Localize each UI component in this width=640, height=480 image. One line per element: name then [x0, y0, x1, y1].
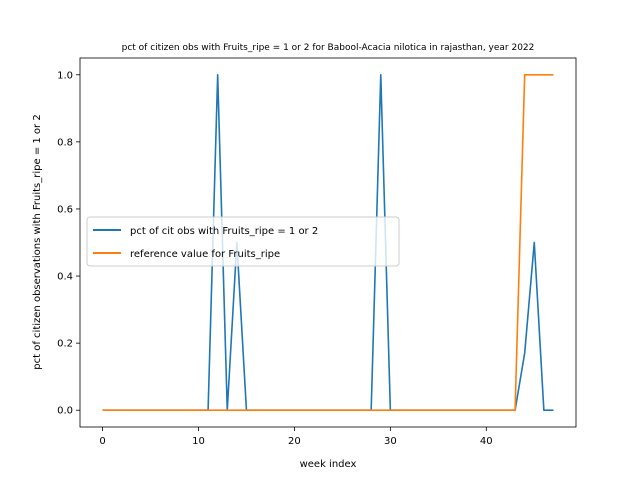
y-tick-label: 0.2 — [57, 339, 73, 350]
legend-label-series-2: reference value for Fruits_ripe — [130, 249, 280, 260]
legend: pct of cit obs with Fruits_ripe = 1 or 2… — [86, 216, 400, 267]
y-tick-label: 0.4 — [57, 272, 73, 283]
x-tick-label: 40 — [480, 436, 493, 447]
legend-box — [86, 216, 400, 267]
y-tick-label: 0.8 — [57, 137, 73, 148]
plot-frame — [79, 57, 577, 428]
x-tick-label: 30 — [384, 436, 397, 447]
series-layer — [102, 73, 554, 412]
legend-label-series-1: pct of cit obs with Fruits_ripe = 1 or 2 — [130, 226, 318, 237]
x-tick-label: 10 — [192, 436, 205, 447]
y-tick-label: 0.6 — [57, 204, 73, 215]
x-tick-label: 20 — [288, 436, 301, 447]
x-axis-label: week index — [300, 459, 357, 470]
series-line-2 — [102, 73, 554, 412]
y-tick-label: 0.0 — [57, 406, 73, 417]
ticks-layer: 0 10 20 30 40 0.0 0.2 0.4 0.6 0.8 1.0 — [57, 70, 493, 447]
chart-title: pct of citizen obs with Fruits_ripe = 1 … — [122, 43, 535, 53]
y-tick-label: 1.0 — [57, 70, 73, 81]
y-axis-label: pct of citizen observations with Fruits_… — [32, 114, 43, 369]
x-tick-label: 0 — [99, 436, 105, 447]
